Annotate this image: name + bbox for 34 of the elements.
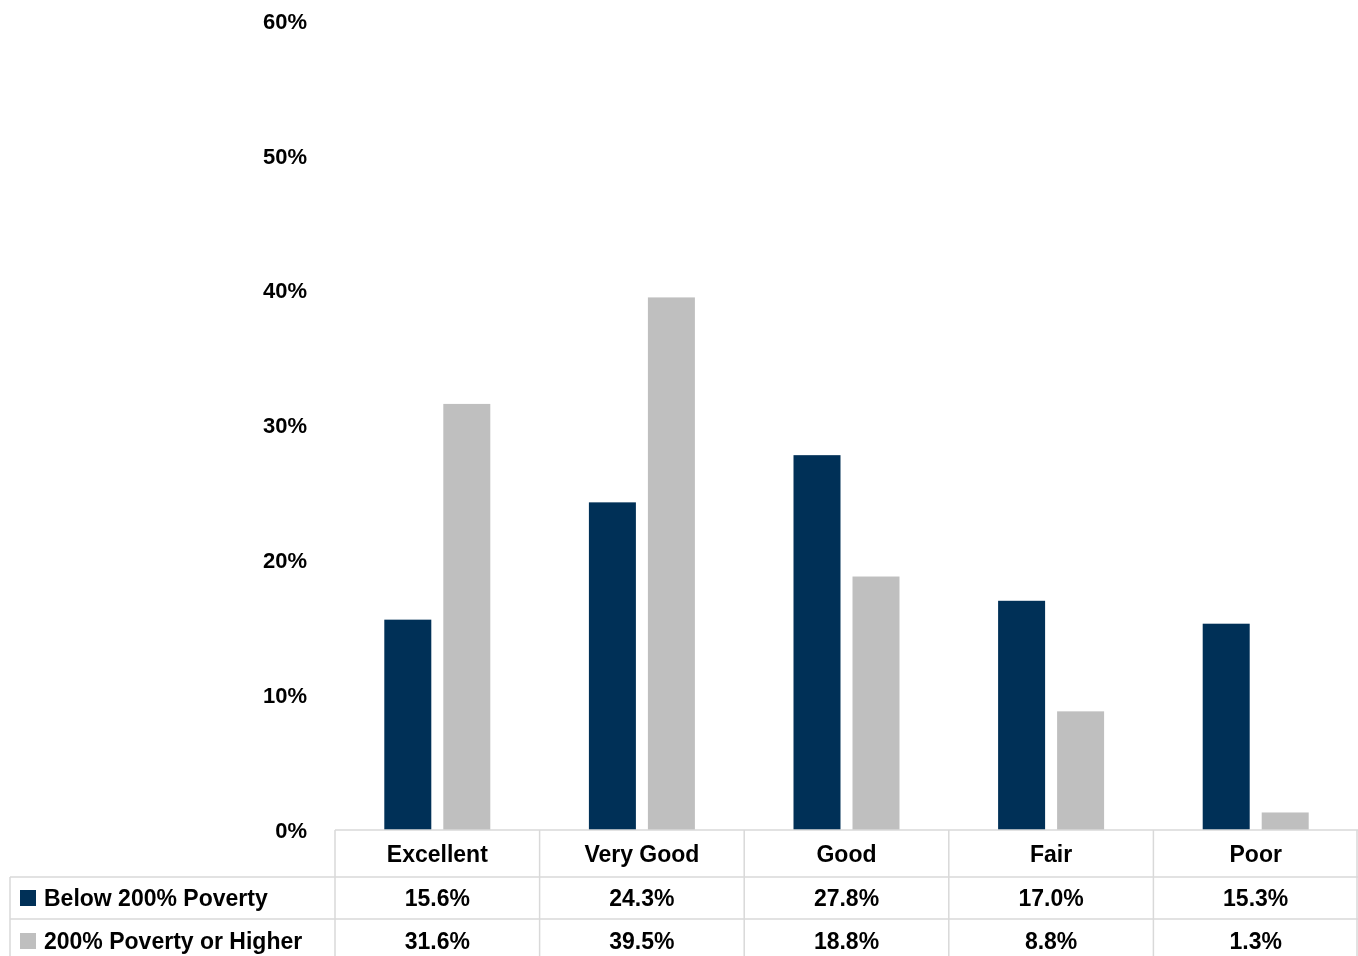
data-label: 15.6% (404, 885, 470, 912)
data-label: 31.6% (404, 928, 470, 955)
y-tick-label: 50% (262, 143, 307, 169)
bar (1261, 812, 1309, 830)
data-label: 39.5% (609, 928, 675, 955)
bar (588, 502, 636, 830)
data-label: 17.0% (1018, 885, 1084, 912)
data-label: 15.3% (1223, 885, 1289, 912)
bar (793, 455, 841, 830)
bar (647, 297, 695, 830)
legend-label: 200% Poverty or Higher (44, 928, 303, 955)
bar (852, 576, 900, 830)
bar (998, 600, 1046, 830)
y-tick-label: 40% (262, 278, 307, 304)
data-label: 24.3% (609, 885, 675, 912)
data-label: 18.8% (813, 928, 880, 955)
y-tick-label: 30% (262, 413, 307, 439)
bar (1202, 623, 1250, 830)
x-tick-label: Excellent (386, 841, 489, 868)
y-tick-label: 60% (262, 8, 307, 34)
x-tick-label: Good (816, 841, 877, 868)
y-tick-label: 20% (262, 548, 307, 574)
x-tick-label: Very Good (584, 841, 700, 868)
data-label: 27.8% (813, 885, 880, 912)
legend-label: Below 200% Poverty (44, 885, 268, 912)
y-tick-label: 0% (275, 817, 307, 843)
bar (443, 403, 491, 830)
x-tick-label: Fair (1030, 841, 1073, 868)
x-tick-label: Poor (1229, 841, 1282, 868)
y-tick-label: 10% (262, 682, 307, 708)
data-label: 8.8% (1024, 928, 1078, 955)
data-label: 1.3% (1229, 928, 1282, 955)
bar (384, 619, 432, 830)
bar (1057, 711, 1105, 830)
